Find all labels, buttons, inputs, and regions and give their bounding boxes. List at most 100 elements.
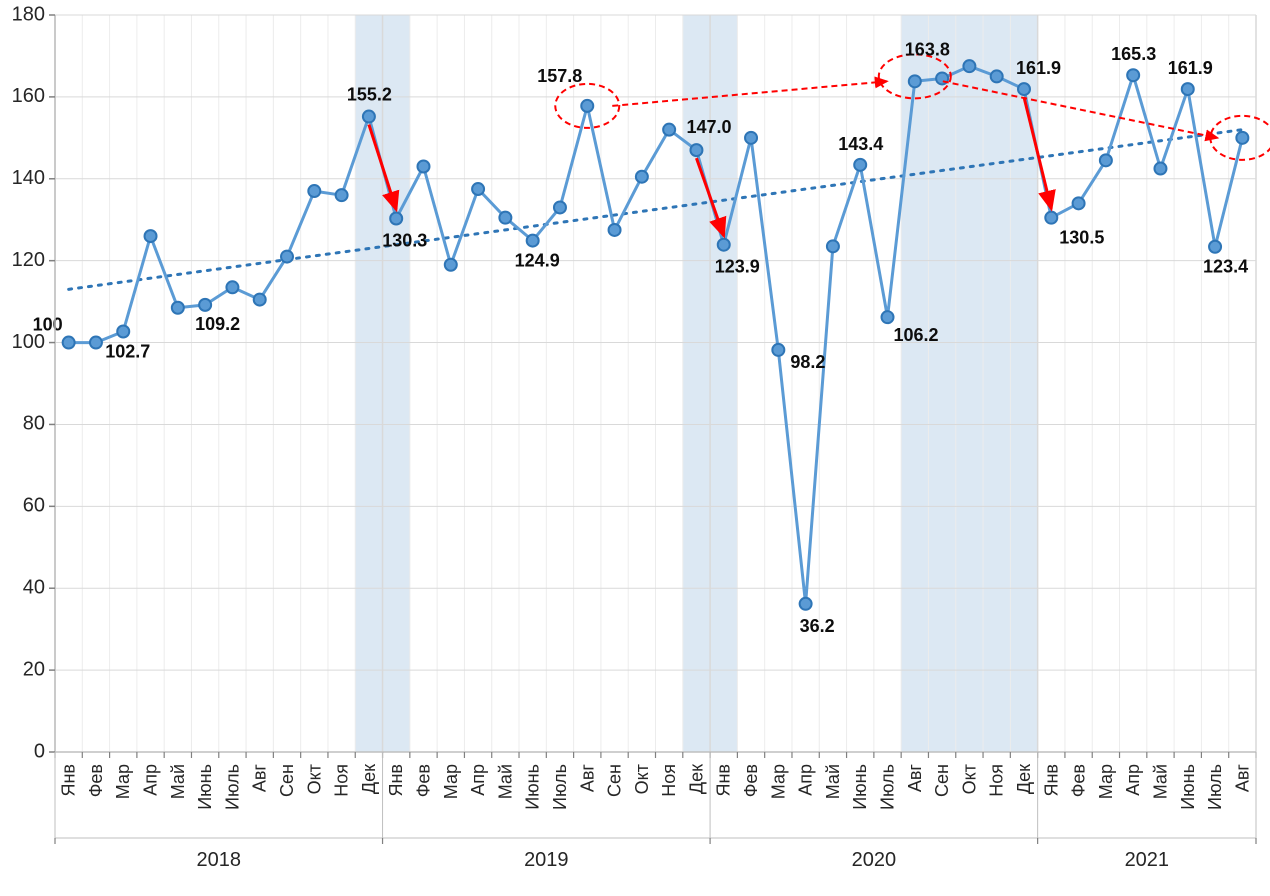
data-marker [1127, 69, 1139, 81]
x-tick-label: Сен [932, 764, 952, 797]
data-label: 130.5 [1059, 228, 1104, 248]
data-marker [772, 344, 784, 356]
data-label: 165.3 [1111, 44, 1156, 64]
data-marker [445, 259, 457, 271]
data-label: 123.9 [715, 257, 760, 277]
data-marker [199, 299, 211, 311]
data-marker [117, 326, 129, 338]
data-label: 109.2 [195, 314, 240, 334]
x-tick-label: Июль [1205, 764, 1225, 810]
y-tick-label: 100 [12, 331, 45, 353]
data-marker [1100, 154, 1112, 166]
y-tick-label: 180 [12, 3, 45, 25]
data-marker [63, 337, 75, 349]
data-marker [472, 183, 484, 195]
x-tick-label: Ноя [332, 764, 352, 797]
x-tick-label: Янв [386, 764, 406, 797]
x-tick-label: Июнь [850, 764, 870, 810]
data-marker [90, 337, 102, 349]
y-tick-label: 60 [23, 495, 45, 517]
x-tick-label: Янв [714, 764, 734, 797]
x-tick-label: Фев [413, 764, 433, 797]
data-marker [1045, 212, 1057, 224]
data-marker [963, 60, 975, 72]
data-marker [281, 251, 293, 263]
x-tick-label: Апр [796, 764, 816, 796]
x-tick-label: Янв [59, 764, 79, 797]
y-tick-label: 120 [12, 249, 45, 271]
x-tick-label: Май [823, 764, 843, 799]
x-tick-label: Ноя [987, 764, 1007, 797]
data-marker [882, 311, 894, 323]
x-tick-label: Янв [1041, 764, 1061, 797]
data-marker [417, 160, 429, 172]
data-marker [1182, 83, 1194, 95]
x-tick-label: Окт [304, 764, 324, 794]
x-tick-label: Мар [441, 764, 461, 799]
data-marker [827, 240, 839, 252]
data-label: 163.8 [905, 39, 950, 59]
y-tick-label: 0 [34, 740, 45, 762]
year-label: 2020 [852, 849, 897, 871]
x-tick-label: Дек [1014, 764, 1034, 794]
data-marker [336, 189, 348, 201]
data-marker [718, 239, 730, 251]
year-label: 2018 [197, 849, 242, 871]
x-tick-label: Май [495, 764, 515, 799]
x-tick-label: Сен [277, 764, 297, 797]
x-tick-label: Июнь [523, 764, 543, 810]
data-marker [172, 302, 184, 314]
y-tick-label: 80 [23, 413, 45, 435]
data-marker [1209, 241, 1221, 253]
year-label: 2021 [1125, 849, 1170, 871]
x-tick-label: Авг [577, 764, 597, 793]
y-tick-label: 140 [12, 167, 45, 189]
x-tick-label: Апр [468, 764, 488, 796]
data-label: 102.7 [105, 342, 150, 362]
data-marker [745, 132, 757, 144]
data-marker [1236, 132, 1248, 144]
data-label: 106.2 [894, 325, 939, 345]
data-marker [609, 224, 621, 236]
data-marker [854, 159, 866, 171]
x-tick-label: Май [168, 764, 188, 799]
x-tick-label: Июнь [195, 764, 215, 810]
data-marker [554, 201, 566, 213]
data-marker [1154, 163, 1166, 175]
x-tick-label: Окт [959, 764, 979, 794]
x-tick-label: Июль [550, 764, 570, 810]
x-tick-label: Авг [1232, 764, 1252, 793]
data-marker [690, 144, 702, 156]
data-label: 36.2 [800, 616, 835, 636]
data-marker [145, 230, 157, 242]
data-marker [254, 294, 266, 306]
data-label: 147.0 [686, 117, 731, 137]
x-tick-label: Авг [905, 764, 925, 793]
x-tick-label: Дек [686, 764, 706, 794]
line-chart: 100102.7109.2155.2130.3124.9157.8147.012… [0, 0, 1270, 896]
data-marker [800, 598, 812, 610]
y-tick-label: 20 [23, 658, 45, 680]
x-tick-label: Мар [768, 764, 788, 799]
data-marker [390, 212, 402, 224]
x-tick-label: Апр [141, 764, 161, 796]
data-marker [308, 185, 320, 197]
data-label: 130.3 [382, 230, 427, 250]
x-tick-label: Фев [86, 764, 106, 797]
data-marker [499, 212, 511, 224]
data-marker [1018, 83, 1030, 95]
chart-svg: 100102.7109.2155.2130.3124.9157.8147.012… [0, 0, 1270, 896]
data-label: 155.2 [347, 85, 392, 105]
x-tick-label: Фев [1069, 764, 1089, 797]
data-marker [663, 124, 675, 136]
x-tick-label: Июль [222, 764, 242, 810]
data-marker [1073, 197, 1085, 209]
year-label: 2019 [524, 849, 569, 871]
data-label: 161.9 [1168, 58, 1213, 78]
x-tick-label: Дек [359, 764, 379, 794]
y-tick-label: 40 [23, 577, 45, 599]
data-marker [581, 100, 593, 112]
highlight-band [901, 15, 1037, 752]
data-label: 124.9 [515, 251, 560, 271]
x-tick-label: Мар [1096, 764, 1116, 799]
